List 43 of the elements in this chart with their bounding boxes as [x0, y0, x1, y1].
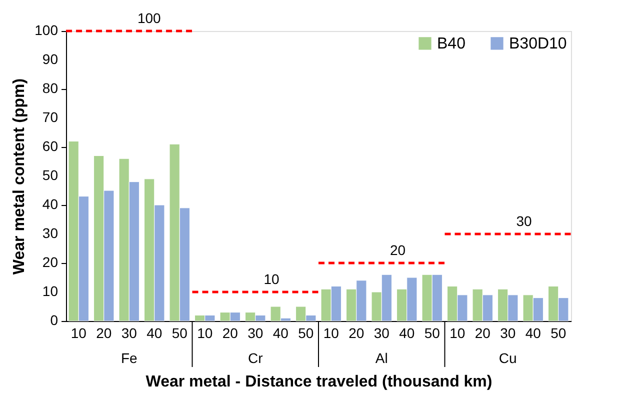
text: Al: [375, 350, 388, 366]
x-tick-label: 20: [348, 325, 364, 341]
y-tick-label: 40: [42, 196, 58, 212]
y-tick-label: 90: [42, 51, 58, 67]
x-tick-label: 30: [374, 325, 390, 341]
x-tick-label: 10: [450, 325, 466, 341]
x-tick-label: 40: [146, 325, 162, 341]
text: Fe: [120, 350, 138, 366]
y-tick-label: 80: [42, 80, 58, 96]
x-tick-label: 30: [500, 325, 516, 341]
ref-line-label: 20: [390, 242, 406, 258]
x-tick-label: 10: [323, 325, 340, 341]
text: Cu: [498, 350, 517, 366]
x-tick-label: 40: [525, 325, 542, 341]
x-tick-label: 20: [96, 325, 112, 341]
y-tick-label: 50: [42, 167, 58, 183]
x-tick-label: 20: [222, 325, 238, 341]
ref-line-label: 10: [264, 271, 280, 287]
x-tick-label: 50: [298, 325, 314, 341]
x-tick-label: 50: [424, 325, 440, 341]
x-tick-label: 40: [272, 325, 289, 341]
y-tick-label: 60: [42, 138, 58, 154]
y-tick-label: 30: [42, 225, 58, 241]
ref-line-label: 100: [137, 10, 162, 26]
x-tick-label: 10: [197, 325, 213, 341]
legend-label: B40: [437, 35, 466, 52]
x-axis-title: Wear metal - Distance traveled (thousand km): [146, 374, 492, 390]
y-tick-label: 0: [50, 312, 58, 328]
x-tick-label: 50: [172, 325, 188, 341]
x-tick-label: 20: [474, 325, 491, 341]
x-tick-label: 30: [248, 325, 264, 341]
x-tick-label: 30: [121, 325, 138, 341]
x-tick-label: 50: [550, 325, 566, 341]
legend-label: B30D10: [509, 35, 567, 52]
y-tick-label: 70: [42, 109, 58, 125]
ref-line-label: 30: [516, 213, 532, 229]
y-tick-label: 10: [42, 283, 58, 299]
y-axis-title: Wear metal content (ppm): [11, 78, 28, 275]
y-tick-label: 20: [42, 254, 58, 270]
x-tick-label: 10: [70, 325, 87, 341]
x-tick-label: 40: [399, 325, 415, 341]
y-tick-label: 100: [34, 22, 58, 38]
text: Cr: [248, 350, 264, 366]
